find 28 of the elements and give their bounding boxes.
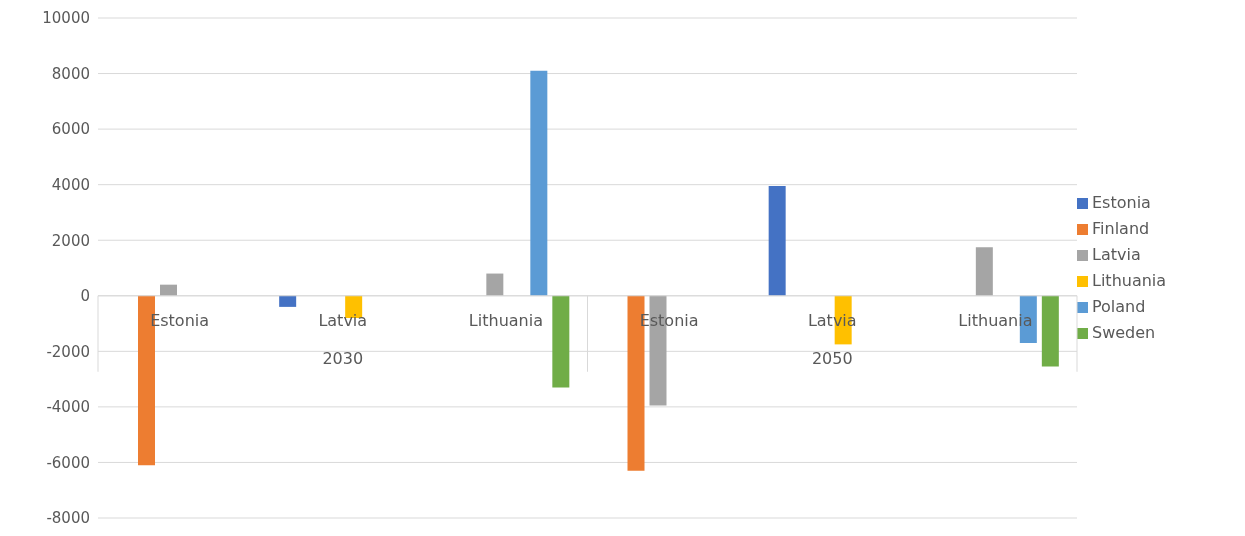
- bar: [530, 70, 548, 296]
- bar: [768, 186, 786, 296]
- annotation: 2030: [322, 348, 364, 368]
- bar: [486, 273, 504, 296]
- y-tick-label: -6000: [46, 453, 90, 472]
- x-tick-label: Lithuania: [468, 310, 543, 330]
- y-tick-label: 6000: [51, 120, 90, 139]
- bar: [279, 295, 297, 307]
- x-tick-label: Latvia: [318, 310, 368, 330]
- y-tick-label: -8000: [46, 509, 90, 528]
- bar: [552, 295, 570, 388]
- bar: [160, 284, 177, 296]
- bar: [1041, 295, 1059, 367]
- y-tick-label: 2000: [51, 231, 90, 250]
- legend-label: Latvia: [1092, 245, 1141, 264]
- legend-label: Sweden: [1092, 323, 1156, 342]
- y-tick-label: 0: [80, 287, 90, 306]
- legend-label: Estonia: [1092, 193, 1151, 212]
- y-tick-label: 4000: [51, 175, 90, 194]
- y-tick-label: -4000: [46, 398, 90, 417]
- y-tick-label: -2000: [46, 342, 90, 361]
- y-tick-label: 10000: [42, 9, 90, 28]
- y-tick-label: 8000: [51, 64, 90, 83]
- bar: [975, 247, 993, 296]
- legend-label: Poland: [1092, 297, 1146, 316]
- legend-label: Lithuania: [1092, 271, 1167, 290]
- legend-label: Finland: [1092, 219, 1150, 238]
- annotation: 2050: [811, 348, 853, 368]
